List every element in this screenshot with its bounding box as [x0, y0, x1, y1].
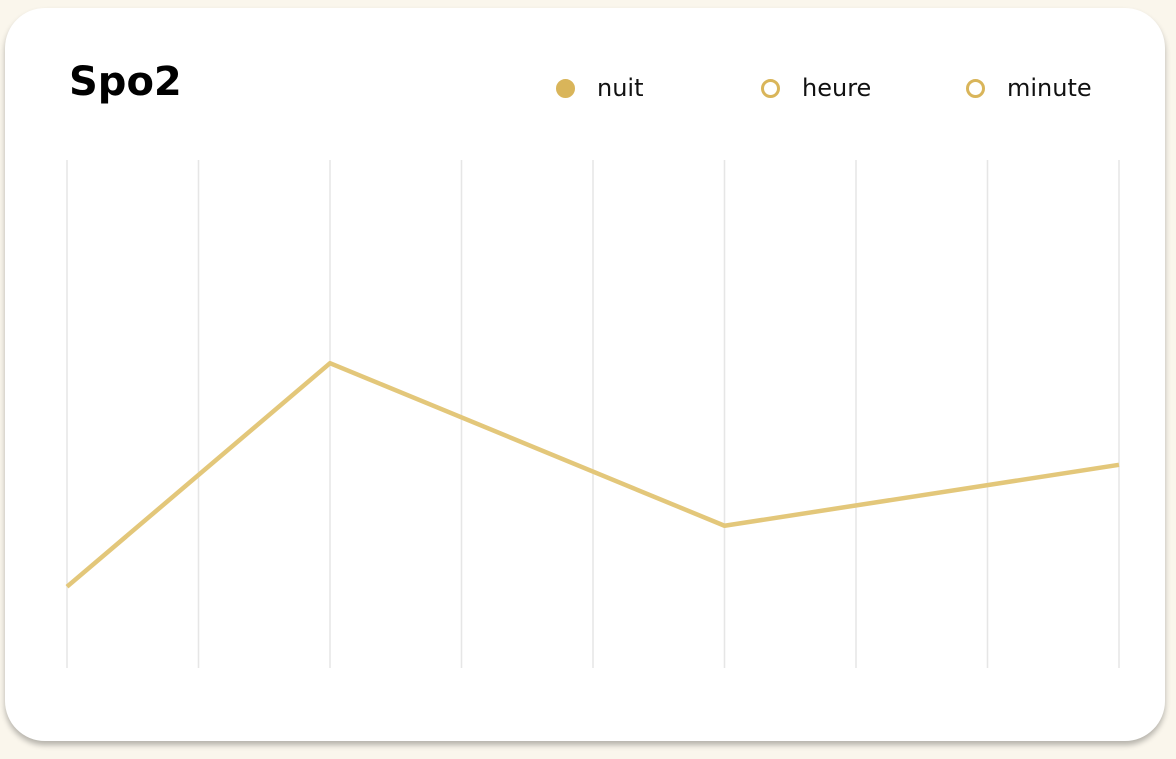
legend-item-minute[interactable]: minute [966, 70, 1092, 106]
radio-filled-icon [556, 78, 575, 98]
spo2-card: Spo2 nuit heure minute [5, 8, 1165, 741]
series-line [65, 360, 1120, 589]
legend-label-heure: heure [802, 74, 872, 102]
radio-empty-icon [966, 78, 985, 98]
legend-item-nuit[interactable]: nuit [556, 70, 644, 106]
legend-label-minute: minute [1007, 74, 1092, 102]
legend-item-heure[interactable]: heure [761, 70, 871, 106]
legend-label-nuit: nuit [597, 74, 644, 102]
radio-empty-icon [761, 78, 780, 98]
spo2-line-chart [65, 160, 1120, 668]
card-title: Spo2 [69, 59, 182, 105]
